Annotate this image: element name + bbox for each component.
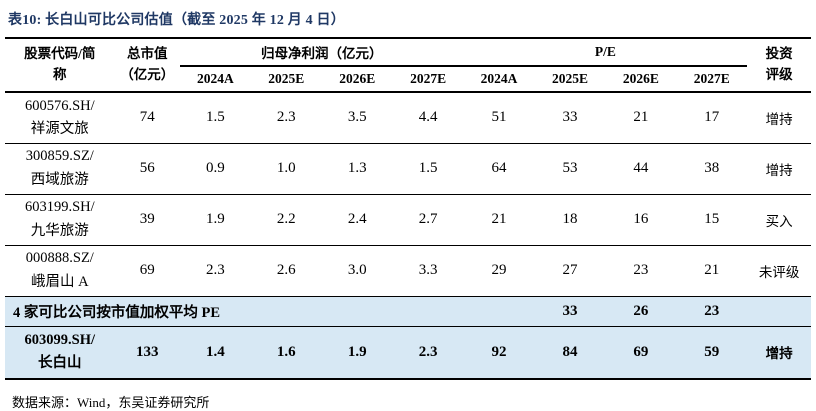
value-cell: 1.6 <box>250 326 322 380</box>
value-cell: 1.9 <box>179 194 251 246</box>
header-year: 2026E <box>605 66 677 93</box>
value-cell: 4.4 <box>392 92 464 144</box>
stock-code-cell: 600576.SH/ 祥源文旅 <box>5 92 115 144</box>
value-cell: 33 <box>534 92 606 144</box>
header-rating: 投资 评级 <box>747 38 811 93</box>
stock-code-cell: 603199.SH/ 九华旅游 <box>5 194 115 246</box>
header-year: 2024A <box>179 66 251 93</box>
value-cell: 16 <box>605 194 677 246</box>
value-cell: 53 <box>534 143 606 195</box>
value-cell: 21 <box>676 245 748 297</box>
stock-code-cell: 000888.SZ/ 峨眉山 A <box>5 245 115 297</box>
value-cell: 2.6 <box>250 245 322 297</box>
value-cell: 2.4 <box>321 194 393 246</box>
table-row: 000888.SZ/ 峨眉山 A 69 2.3 2.6 3.0 3.3 29 27 23 21 未评… <box>5 245 811 297</box>
value-cell: 1.4 <box>179 326 251 380</box>
value-cell: 51 <box>463 92 535 144</box>
value-cell: 3.5 <box>321 92 393 144</box>
rating-cell: 增持 <box>747 143 811 195</box>
target-company-row: 603099.SH/ 长白山 133 1.4 1.6 1.9 2.3 92 84 69 59 增持 <box>5 326 811 380</box>
value-cell: 0.9 <box>179 143 251 195</box>
value-cell: 3.0 <box>321 245 393 297</box>
value-cell: 27 <box>534 245 606 297</box>
market-cap-cell: 74 <box>114 92 180 144</box>
value-cell: 23 <box>605 245 677 297</box>
value-cell: 17 <box>676 92 748 144</box>
value-cell: 2.3 <box>179 245 251 297</box>
header-year: 2027E <box>676 66 748 93</box>
summary-value-cell: 26 <box>605 296 677 327</box>
value-cell: 92 <box>463 326 535 380</box>
value-cell: 2.3 <box>250 92 322 144</box>
valuation-table: 股票代码/简 称 总市值 （亿元） 归母净利润（亿元） P/E 投资 评级 20… <box>5 37 811 380</box>
value-cell: 1.3 <box>321 143 393 195</box>
value-cell: 44 <box>605 143 677 195</box>
rating-cell: 增持 <box>747 326 811 380</box>
value-cell: 2.2 <box>250 194 322 246</box>
value-cell: 15 <box>676 194 748 246</box>
value-cell: 21 <box>463 194 535 246</box>
header-year: 2025E <box>534 66 606 93</box>
value-cell: 69 <box>605 326 677 380</box>
header-year: 2026E <box>321 66 393 93</box>
source-note: 数据来源：Wind，东吴证券研究所 <box>12 395 210 410</box>
value-cell: 1.5 <box>179 92 251 144</box>
stock-code-cell: 603099.SH/ 长白山 <box>5 326 115 380</box>
rating-cell <box>747 296 811 327</box>
value-cell: 38 <box>676 143 748 195</box>
value-cell: 1.0 <box>250 143 322 195</box>
value-cell: 29 <box>463 245 535 297</box>
header-stock-code: 股票代码/简 称 <box>5 38 115 93</box>
header-group-pe: P/E <box>463 38 748 67</box>
value-cell: 59 <box>676 326 748 380</box>
rating-cell: 增持 <box>747 92 811 144</box>
header-year: 2027E <box>392 66 464 93</box>
header-group-net-profit: 归母净利润（亿元） <box>179 38 464 67</box>
value-cell: 2.3 <box>392 326 464 380</box>
summary-row: 4 家可比公司按市值加权平均 PE 33 26 23 <box>5 296 811 327</box>
header-market-cap: 总市值 （亿元） <box>114 38 180 93</box>
value-cell: 18 <box>534 194 606 246</box>
value-cell: 1.9 <box>321 326 393 380</box>
rating-cell: 未评级 <box>747 245 811 297</box>
value-cell: 64 <box>463 143 535 195</box>
table-row: 600576.SH/ 祥源文旅 74 1.5 2.3 3.5 4.4 51 33 21 17 增持 <box>5 92 811 144</box>
value-cell: 21 <box>605 92 677 144</box>
summary-value-cell: 23 <box>676 296 748 327</box>
market-cap-cell: 69 <box>114 245 180 297</box>
value-cell: 1.5 <box>392 143 464 195</box>
header-year: 2025E <box>250 66 322 93</box>
summary-value-cell: 33 <box>534 296 606 327</box>
table-row: 300859.SZ/ 西域旅游 56 0.9 1.0 1.3 1.5 64 53 44 38 增持 <box>5 143 811 195</box>
header-year: 2024A <box>463 66 535 93</box>
summary-label: 4 家可比公司按市值加权平均 PE <box>5 296 535 327</box>
value-cell: 2.7 <box>392 194 464 246</box>
table-title: 表10: 长白山可比公司估值（截至 2025 年 12 月 4 日） <box>8 13 345 28</box>
market-cap-cell: 56 <box>114 143 180 195</box>
market-cap-cell: 39 <box>114 194 180 246</box>
rating-cell: 买入 <box>747 194 811 246</box>
value-cell: 3.3 <box>392 245 464 297</box>
value-cell: 84 <box>534 326 606 380</box>
stock-code-cell: 300859.SZ/ 西域旅游 <box>5 143 115 195</box>
market-cap-cell: 133 <box>114 326 180 380</box>
table-row: 603199.SH/ 九华旅游 39 1.9 2.2 2.4 2.7 21 18 16 15 买入 <box>5 194 811 246</box>
